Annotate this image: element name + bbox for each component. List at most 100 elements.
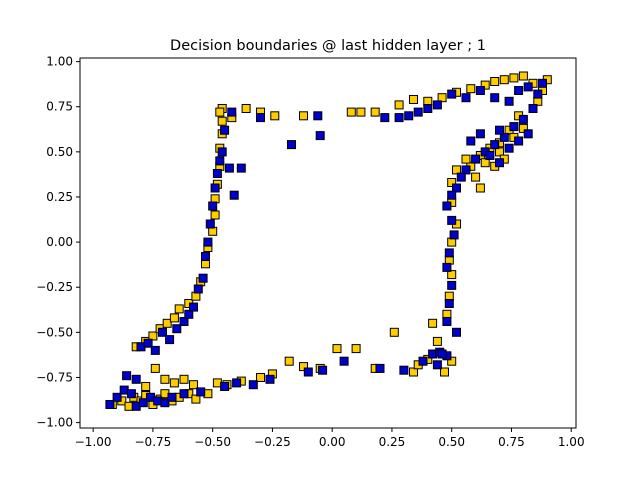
point-s0-34: [179, 374, 189, 384]
point-s1-13: [232, 378, 242, 388]
point-s0-42: [174, 304, 184, 314]
point-s1-12: [220, 382, 230, 391]
point-s1-17: [318, 365, 328, 375]
point-s1-82: [442, 201, 452, 211]
point-s0-31: [150, 363, 160, 373]
point-s1-60: [423, 104, 433, 113]
point-s1-87: [447, 280, 457, 290]
point-s1-26: [122, 371, 132, 381]
point-s1-40: [203, 237, 213, 247]
point-s0-72: [480, 80, 490, 90]
point-s0-64: [356, 107, 366, 117]
y-tick-label: −0.75: [36, 370, 73, 384]
point-s1-98: [523, 129, 533, 139]
point-s1-56: [380, 113, 390, 123]
point-s1-27: [131, 374, 141, 384]
point-s1-86: [442, 262, 452, 272]
point-s1-32: [165, 335, 175, 345]
point-s0-30: [141, 382, 151, 391]
point-s1-77: [471, 154, 481, 164]
point-s1-1: [112, 392, 122, 402]
point-s1-73: [509, 122, 519, 132]
point-s0-49: [210, 210, 220, 220]
point-s0-26: [409, 367, 418, 377]
point-s1-42: [208, 201, 218, 211]
point-s1-59: [413, 107, 423, 117]
point-s0-59: [241, 104, 251, 113]
point-s0-87: [471, 172, 481, 182]
point-s0-103: [495, 147, 504, 157]
point-s1-88: [444, 299, 454, 308]
point-s0-38: [148, 331, 158, 341]
point-s0-73: [490, 77, 500, 86]
point-s0-69: [437, 93, 447, 103]
y-tick-label: 1.00: [46, 55, 73, 69]
point-s1-43: [210, 183, 220, 193]
point-s1-84: [449, 230, 459, 240]
point-s1-55: [313, 111, 323, 121]
point-s0-62: [299, 111, 308, 121]
point-s1-58: [404, 111, 414, 121]
point-s0-19: [284, 356, 294, 366]
point-s1-34: [179, 317, 189, 326]
point-s0-61: [270, 111, 280, 121]
point-s0-74: [499, 75, 509, 85]
x-axis: −1.00 −0.75 −0.50 −0.25 0.00 0.25 0.50 0.75 1.00: [75, 428, 585, 449]
x-tick-label: 1.00: [558, 435, 585, 449]
point-s0-32: [160, 374, 170, 384]
point-s0-33: [169, 378, 179, 388]
y-tick-label: 0.00: [46, 235, 73, 249]
point-s0-27: [428, 318, 438, 328]
point-s1-85: [444, 248, 454, 258]
chart-title: Decision boundaries @ last hidden layer …: [170, 38, 486, 54]
point-s1-47: [220, 125, 230, 135]
point-s1-70: [538, 78, 547, 88]
point-s0-105: [518, 123, 528, 133]
point-s1-38: [198, 273, 208, 283]
point-s1-66: [504, 96, 514, 106]
point-s1-83: [447, 215, 457, 225]
y-tick-label: −0.50: [36, 325, 73, 339]
point-s1-11: [196, 387, 206, 397]
point-s0-22: [332, 344, 342, 354]
point-s1-53: [287, 140, 296, 150]
point-s1-95: [495, 158, 504, 168]
point-s0-102: [480, 158, 490, 168]
x-tick-label: −1.00: [75, 435, 112, 449]
point-s1-30: [150, 345, 160, 355]
point-s0-63: [346, 107, 356, 117]
point-s1-16: [303, 367, 313, 377]
point-s1-92: [466, 136, 476, 146]
point-s1-69: [533, 89, 543, 99]
point-s1-74: [499, 132, 509, 142]
point-s1-45: [215, 156, 225, 166]
point-s0-88: [475, 183, 485, 193]
point-s1-67: [514, 86, 524, 95]
point-s1-39: [201, 252, 210, 261]
point-s1-54: [315, 131, 325, 141]
point-s1-62: [447, 89, 457, 99]
point-s1-33: [172, 324, 182, 334]
plot-area: [105, 71, 552, 411]
point-s1-18: [339, 356, 349, 366]
y-tick-label: 0.25: [46, 190, 73, 204]
point-s1-51: [227, 107, 237, 117]
point-s0-28: [440, 367, 449, 377]
point-s1-10: [179, 389, 189, 399]
point-s1-78: [461, 165, 471, 175]
x-tick-label: 0.50: [438, 435, 465, 449]
point-s0-75: [509, 73, 519, 83]
point-s1-72: [518, 114, 528, 124]
point-s0-23: [351, 344, 361, 354]
point-s0-29: [447, 356, 457, 366]
point-s1-44: [212, 169, 222, 178]
y-tick-label: −1.00: [36, 416, 73, 430]
point-s0-91: [447, 178, 457, 187]
point-s1-31: [158, 327, 167, 337]
point-s1-35: [184, 309, 194, 319]
point-s0-55: [217, 116, 227, 126]
point-s0-20: [299, 362, 308, 372]
point-s0-57: [215, 107, 225, 117]
point-s1-3: [126, 389, 136, 399]
